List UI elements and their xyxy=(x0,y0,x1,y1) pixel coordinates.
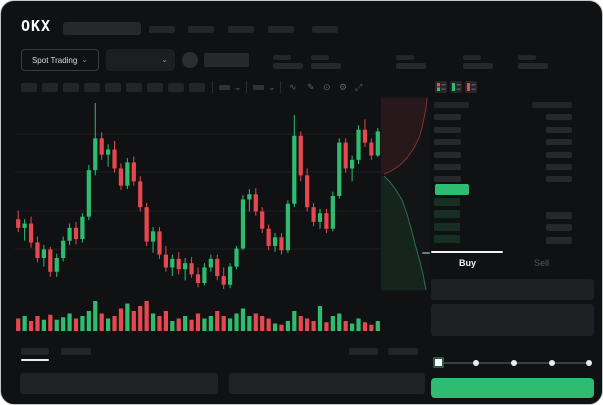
order-book-panel: Buy Sell xyxy=(431,79,594,399)
interval-dropdown-label[interactable] xyxy=(219,85,230,90)
stat-value-2 xyxy=(311,63,341,69)
book-view-bids-icon[interactable] xyxy=(450,81,462,93)
ask-row-amount xyxy=(546,176,572,182)
toolbar-button-2[interactable] xyxy=(42,83,58,92)
slider-dot-75[interactable] xyxy=(549,360,555,366)
stat-label-4 xyxy=(463,55,481,60)
slider-dot-100[interactable] xyxy=(586,360,592,366)
bid-row-price xyxy=(434,210,460,218)
ask-row-amount xyxy=(546,127,572,133)
bid-row-amount xyxy=(546,237,572,244)
coin-icon xyxy=(182,52,198,68)
ask-row-price xyxy=(434,139,461,145)
bottom-action-2[interactable] xyxy=(388,348,418,355)
stat-label-1 xyxy=(273,55,291,60)
stat-value-4 xyxy=(463,63,493,69)
buy-submit-button[interactable] xyxy=(431,378,594,398)
instrument-header: Spot Trading ⌄ ⌄ xyxy=(1,45,602,77)
bid-row-amount xyxy=(546,212,572,219)
ask-row-price xyxy=(434,164,461,170)
search-input[interactable] xyxy=(63,22,141,35)
last-price-pill[interactable] xyxy=(435,184,469,195)
bottom-tab-2[interactable] xyxy=(61,348,91,355)
ask-row-price xyxy=(434,176,461,182)
buy-tab-indicator xyxy=(431,251,503,253)
slider-dot-50[interactable] xyxy=(511,360,517,366)
bid-row-price xyxy=(434,223,460,231)
ask-row-amount xyxy=(546,114,572,120)
camera-icon[interactable]: ⊙ xyxy=(323,82,331,92)
current-price-tick xyxy=(422,252,430,254)
bottom-panel-right xyxy=(229,373,425,394)
toolbar-button-6[interactable] xyxy=(126,83,142,92)
candlestick-chart[interactable] xyxy=(15,99,381,295)
toolbar-button-5[interactable] xyxy=(105,83,121,92)
chevron-down-icon[interactable]: ⌄ xyxy=(268,82,276,92)
order-price-input[interactable] xyxy=(431,279,594,300)
chevron-down-icon: ⌄ xyxy=(81,55,89,64)
tab-buy[interactable]: Buy xyxy=(459,258,477,268)
toolbar-button-9[interactable] xyxy=(189,83,205,92)
tab-sell[interactable]: Sell xyxy=(534,258,550,268)
book-view-all-icon[interactable] xyxy=(435,81,447,93)
ask-row-amount xyxy=(546,139,572,145)
chart-toolbar: ⌄ ⌄ ∿ ✎ ⊙ ⚙ ⤢ xyxy=(15,81,425,95)
settings-gear-icon[interactable]: ⚙ xyxy=(339,82,348,92)
ask-row-price xyxy=(434,152,461,158)
nav-item-4[interactable] xyxy=(268,26,294,33)
stat-value-5 xyxy=(518,63,548,69)
market-type-label: Spot Trading xyxy=(31,55,78,65)
stat-value-3 xyxy=(396,63,426,69)
fullscreen-icon[interactable]: ⤢ xyxy=(355,82,363,92)
nav-item-2[interactable] xyxy=(188,26,214,33)
toolbar-divider xyxy=(246,81,247,93)
bid-row-amount xyxy=(546,224,572,231)
top-nav-bar: OKX xyxy=(1,1,602,45)
okx-logo: OKX xyxy=(21,17,52,35)
toolbar-divider xyxy=(212,81,213,93)
toolbar-button-8[interactable] xyxy=(168,83,184,92)
bottom-action-1[interactable] xyxy=(349,348,378,355)
stat-label-5 xyxy=(518,55,536,60)
book-header-price xyxy=(434,102,469,108)
chevron-down-icon[interactable]: ⌄ xyxy=(234,82,242,92)
nav-item-5[interactable] xyxy=(312,26,338,33)
stat-label-3 xyxy=(396,55,414,60)
slider-dot-25[interactable] xyxy=(473,360,479,366)
draw-tool-icon[interactable]: ✎ xyxy=(307,82,315,92)
ask-row-amount xyxy=(546,164,572,170)
book-view-asks-icon[interactable] xyxy=(465,81,477,93)
toolbar-divider xyxy=(280,81,281,93)
pair-dropdown[interactable]: ⌄ xyxy=(106,49,175,71)
active-tab-underline xyxy=(21,359,49,361)
stat-value-1 xyxy=(273,63,303,69)
bottom-panel-left xyxy=(20,373,218,394)
depth-overlay-chart xyxy=(381,97,428,291)
toolbar-button-4[interactable] xyxy=(84,83,100,92)
bid-row-price xyxy=(434,198,460,206)
book-header-amount xyxy=(532,102,572,108)
ask-row-price xyxy=(434,127,461,133)
indicator-dropdown-label[interactable] xyxy=(253,85,264,90)
ask-row-price xyxy=(434,114,461,120)
toolbar-button-1[interactable] xyxy=(21,83,37,92)
slider-handle-0[interactable] xyxy=(433,357,444,368)
ask-row-amount xyxy=(546,152,572,158)
stat-label-2 xyxy=(311,55,329,60)
line-chart-icon[interactable]: ∿ xyxy=(289,82,297,92)
nav-item-1[interactable] xyxy=(149,26,175,33)
toolbar-button-7[interactable] xyxy=(147,83,163,92)
nav-item-3[interactable] xyxy=(228,26,254,33)
chevron-down-icon: ⌄ xyxy=(161,55,168,64)
market-type-dropdown[interactable]: Spot Trading ⌄ xyxy=(21,49,99,71)
bottom-tab-active[interactable] xyxy=(21,348,49,355)
pair-name-skeleton xyxy=(204,53,249,67)
bid-row-price xyxy=(434,235,460,243)
order-amount-input[interactable] xyxy=(431,304,594,336)
volume-bars xyxy=(16,301,380,331)
toolbar-button-3[interactable] xyxy=(63,83,79,92)
